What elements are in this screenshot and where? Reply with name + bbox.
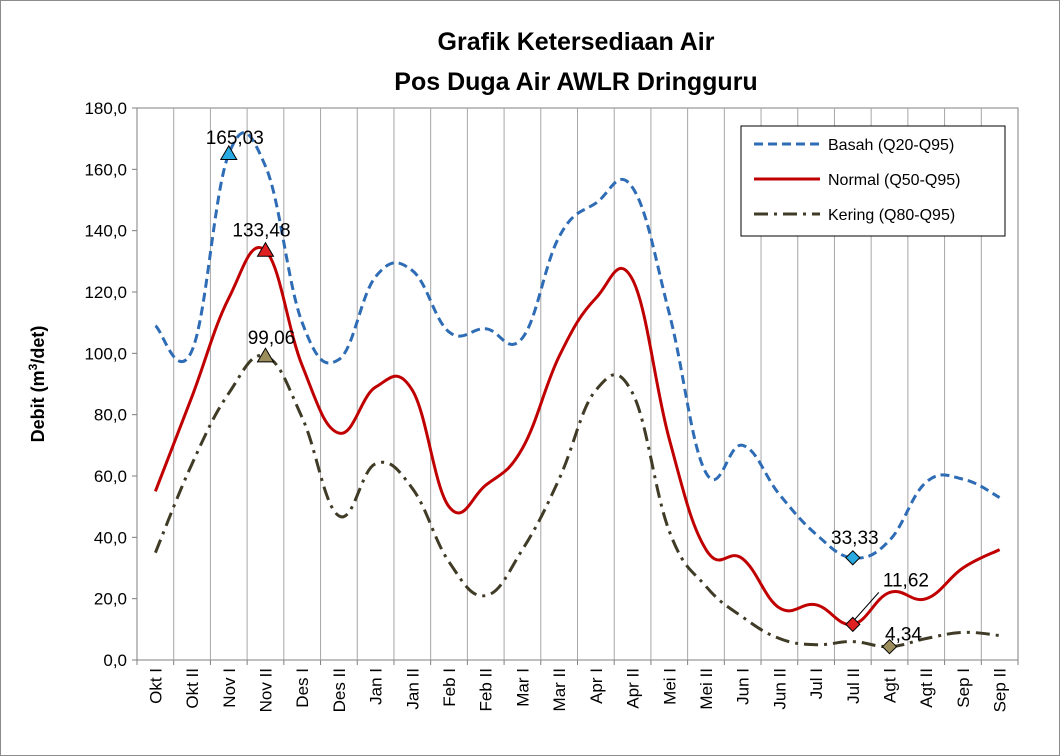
y-tick-label: 160,0: [84, 160, 127, 179]
x-tick-label: Apr II: [624, 668, 643, 709]
x-tick-label: Sep I: [954, 668, 973, 708]
annotation-leader: [854, 592, 880, 620]
grid-lines: [136, 107, 1019, 661]
annotation-marker: [256, 241, 275, 257]
x-tick-label: Sep II: [991, 668, 1010, 712]
data-label: 33,33: [831, 528, 879, 549]
x-axis-ticks: Okt I Okt II Nov I Nov II Des I Des II Jan I Ja…: [136, 660, 1019, 712]
series-line-3: [154, 354, 1000, 649]
x-tick-label: Mar II: [550, 668, 569, 711]
chart-title: Grafik Ketersediaan Air: [438, 28, 715, 56]
data-label: 4,34: [885, 625, 922, 646]
y-axis-label-main: Debit: [28, 397, 48, 442]
y-tick-label: 0,0: [103, 651, 127, 670]
data-label: 99,06: [248, 328, 296, 349]
x-tick-label: Des II: [330, 668, 349, 712]
y-axis-label-unit-a: (m: [28, 370, 48, 392]
x-tick-label: Jan II: [403, 668, 422, 710]
y-axis-label-unit-sup: 3: [26, 363, 40, 370]
y-tick-label: 120,0: [84, 283, 127, 302]
x-tick-label: Agt II: [917, 668, 936, 708]
x-tick-label: Des I: [293, 668, 312, 708]
x-tick-label: Mei II: [697, 668, 716, 710]
y-axis-label-unit-b: /det): [28, 326, 48, 364]
x-tick-label: Jul I: [807, 668, 826, 699]
x-tick-label: Apr I: [587, 668, 606, 704]
x-tick-label: Mei I: [660, 668, 679, 705]
y-tick-label: 140,0: [84, 222, 127, 241]
data-label: 11,62: [883, 570, 929, 591]
chart-title-group: Grafik Ketersediaan Air Pos Duga Air AWL…: [394, 28, 757, 96]
legend-label-3: Kering (Q80-Q95): [828, 207, 955, 224]
y-tick-label: 80,0: [94, 406, 127, 425]
annotation-marker: [219, 144, 238, 161]
x-tick-label: Nov II: [256, 668, 275, 712]
annotation-marker: [256, 347, 275, 363]
series-line-2: [153, 246, 1001, 626]
annotation-marker: [845, 616, 861, 633]
y-tick-label: 180,0: [84, 99, 127, 118]
legend: Basah (Q20-Q95) Normal (Q50-Q95) Kering (Q…: [740, 125, 1006, 237]
data-label: 165,03: [206, 128, 264, 149]
x-tick-label: Nov I: [220, 668, 239, 708]
x-tick-label: Okt II: [183, 668, 202, 709]
x-tick-label: Feb I: [440, 668, 459, 707]
x-tick-label: Jul II: [844, 668, 863, 704]
legend-label-1: Basah (Q20-Q95): [828, 137, 954, 154]
y-axis-label: Debit (m3/det): [26, 326, 48, 443]
y-axis-ticks: 0,0 20,0 40,0 60,0 80,0 100,0 120,0 140,0 160,0 1…: [84, 99, 137, 670]
series-lines: [153, 131, 1001, 649]
annotation-marker: [881, 638, 898, 655]
x-tick-label: Jun I: [734, 668, 753, 705]
data-label: 133,48: [232, 221, 290, 242]
annotation-marker: [845, 550, 861, 566]
y-tick-label: 20,0: [94, 590, 127, 609]
x-tick-label: Feb II: [477, 668, 496, 711]
x-tick-label: Jun II: [770, 668, 789, 710]
y-tick-label: 60,0: [94, 467, 127, 486]
legend-label-2: Normal (Q50-Q95): [828, 172, 960, 189]
y-tick-label: 100,0: [84, 344, 127, 363]
legend-items: Basah (Q20-Q95) Normal (Q50-Q95) Kering (Q…: [754, 137, 960, 224]
x-tick-label: Okt I: [146, 668, 165, 704]
x-tick-label: Mar I: [513, 668, 532, 707]
x-tick-label: Agt I: [881, 668, 900, 703]
series-line-1: [154, 131, 1001, 560]
x-tick-label: Jan I: [367, 668, 386, 705]
chart-subtitle: Pos Duga Air AWLR Dringguru: [394, 68, 757, 96]
y-tick-label: 40,0: [94, 528, 127, 547]
